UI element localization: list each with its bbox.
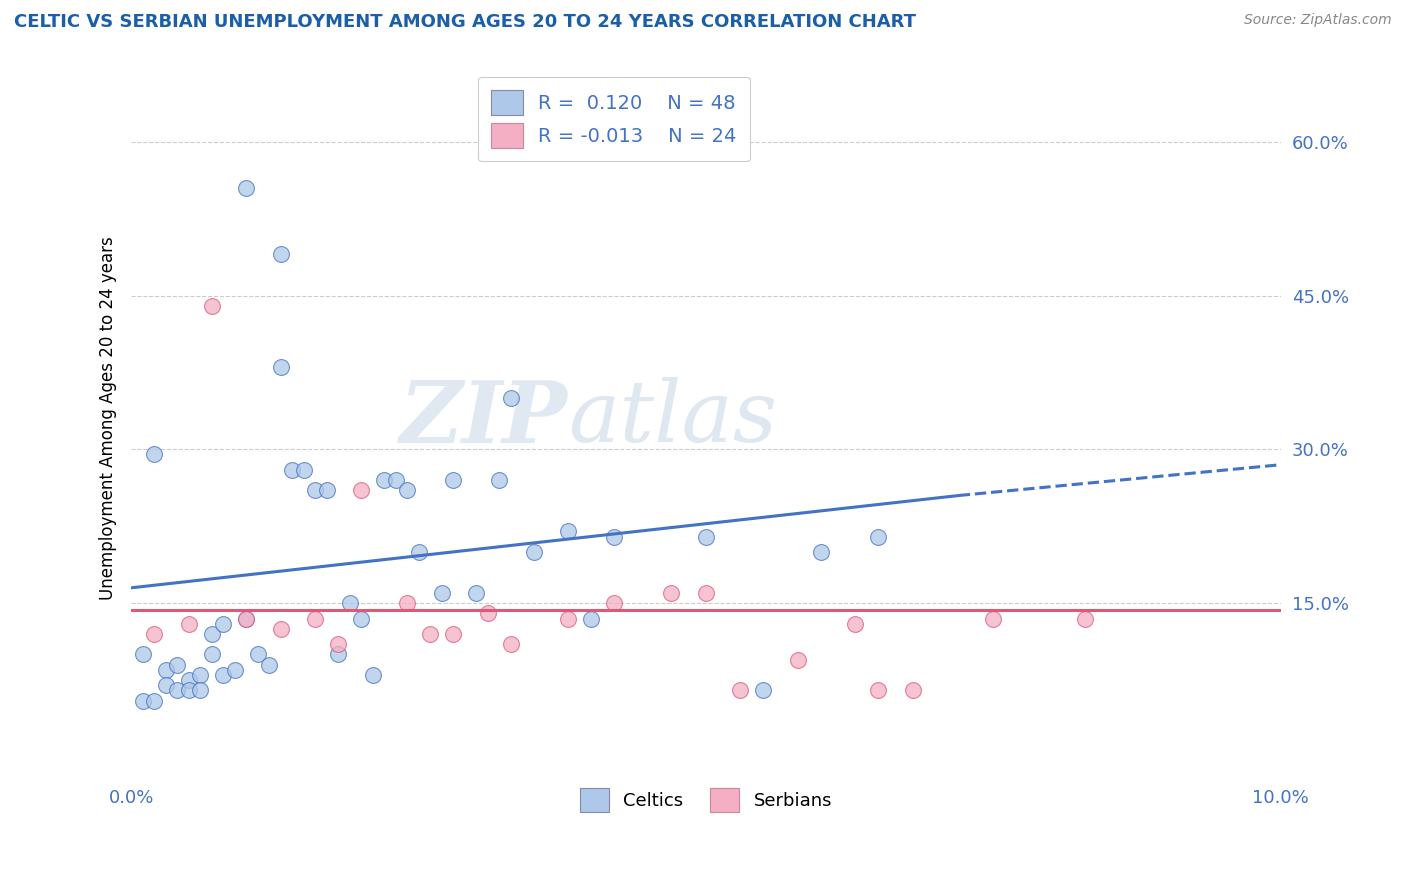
Text: atlas: atlas	[568, 377, 778, 460]
Point	[350, 611, 373, 625]
Point	[212, 616, 235, 631]
Point	[408, 545, 430, 559]
Point	[810, 545, 832, 559]
Point	[166, 657, 188, 672]
Point	[661, 586, 683, 600]
Point	[326, 648, 349, 662]
Point	[350, 483, 373, 498]
Point	[177, 673, 200, 687]
Text: Source: ZipAtlas.com: Source: ZipAtlas.com	[1244, 13, 1392, 28]
Point	[201, 299, 224, 313]
Point	[326, 637, 349, 651]
Point	[304, 611, 326, 625]
Point	[257, 657, 280, 672]
Point	[396, 596, 419, 610]
Point	[235, 611, 257, 625]
Point	[212, 668, 235, 682]
Point	[339, 596, 361, 610]
Point	[143, 693, 166, 707]
Point	[155, 678, 177, 692]
Point	[188, 668, 211, 682]
Point	[315, 483, 337, 498]
Point	[270, 360, 292, 375]
Point	[235, 611, 257, 625]
Point	[488, 473, 510, 487]
Point	[201, 648, 224, 662]
Point	[155, 663, 177, 677]
Point	[477, 607, 499, 621]
Point	[177, 683, 200, 698]
Point	[752, 683, 775, 698]
Point	[499, 637, 522, 651]
Point	[844, 616, 866, 631]
Point	[166, 683, 188, 698]
Point	[361, 668, 384, 682]
Point	[419, 627, 441, 641]
Point	[441, 473, 464, 487]
Point	[270, 247, 292, 261]
Point	[235, 181, 257, 195]
Point	[270, 622, 292, 636]
Point	[246, 648, 269, 662]
Point	[201, 627, 224, 641]
Text: CELTIC VS SERBIAN UNEMPLOYMENT AMONG AGES 20 TO 24 YEARS CORRELATION CHART: CELTIC VS SERBIAN UNEMPLOYMENT AMONG AGE…	[14, 13, 917, 31]
Point	[579, 611, 602, 625]
Point	[292, 463, 315, 477]
Point	[224, 663, 246, 677]
Point	[304, 483, 326, 498]
Point	[1074, 611, 1097, 625]
Point	[177, 616, 200, 631]
Text: ZIP: ZIP	[401, 376, 568, 460]
Point	[188, 683, 211, 698]
Point	[499, 391, 522, 405]
Point	[430, 586, 453, 600]
Legend: Celtics, Serbians: Celtics, Serbians	[565, 774, 846, 826]
Point	[786, 652, 808, 666]
Point	[695, 529, 717, 543]
Point	[695, 586, 717, 600]
Point	[465, 586, 488, 600]
Point	[868, 529, 890, 543]
Y-axis label: Unemployment Among Ages 20 to 24 years: Unemployment Among Ages 20 to 24 years	[100, 236, 117, 600]
Point	[603, 529, 626, 543]
Point	[373, 473, 395, 487]
Point	[557, 524, 579, 539]
Point	[557, 611, 579, 625]
Point	[384, 473, 406, 487]
Point	[143, 448, 166, 462]
Point	[281, 463, 304, 477]
Point	[441, 627, 464, 641]
Point	[981, 611, 1004, 625]
Point	[522, 545, 544, 559]
Point	[132, 693, 155, 707]
Point	[901, 683, 924, 698]
Point	[603, 596, 626, 610]
Point	[868, 683, 890, 698]
Point	[730, 683, 752, 698]
Point	[132, 648, 155, 662]
Point	[396, 483, 419, 498]
Point	[143, 627, 166, 641]
